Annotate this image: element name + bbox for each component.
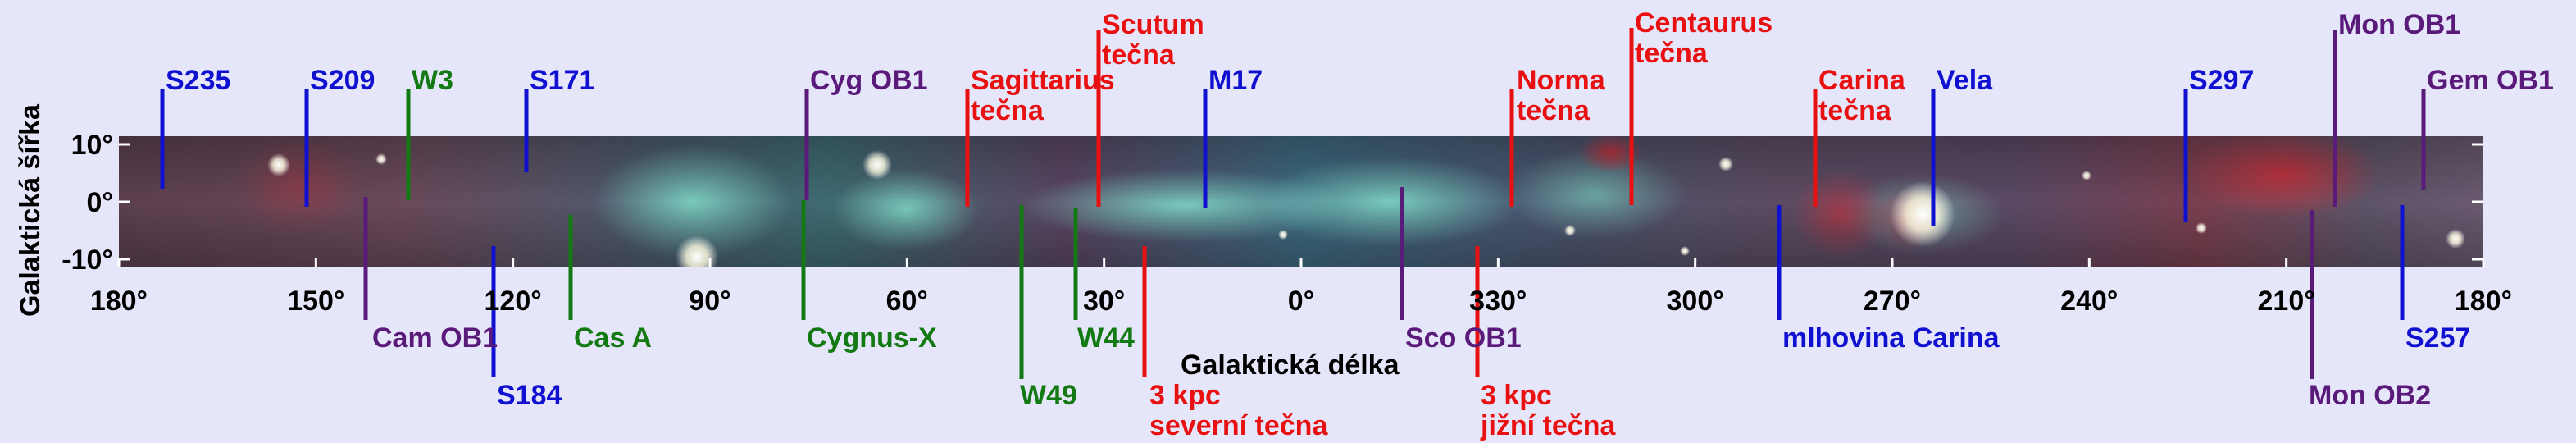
label-line: Vela [1937, 65, 1993, 96]
x-axis-label: Galaktická délka [1181, 349, 1400, 381]
label-m17: M17 [1208, 66, 1263, 96]
label-carina-nebula: mlhovina Carina [1782, 323, 2000, 354]
label-scutum: Scutum tečna [1102, 10, 1204, 71]
label-cygnus-x: Cygnus-X [807, 323, 937, 354]
label-cam-ob1: Cam OB1 [372, 323, 498, 354]
x-tick-label: 150° [287, 285, 344, 317]
x-tick-label: 120° [485, 285, 542, 317]
label-sco-ob1: Sco OB1 [1405, 323, 1522, 354]
x-tick-label: 0° [1288, 285, 1315, 317]
label-line: S184 [497, 380, 562, 411]
label-w49: W49 [1020, 381, 1077, 411]
label-line: Cam OB1 [372, 322, 498, 354]
label-line: Mon OB2 [2309, 380, 2432, 411]
label-line: W49 [1020, 380, 1077, 411]
label-line: 3 kpc [1149, 380, 1221, 411]
label-cas-a: Cas A [574, 323, 652, 354]
label-line: severní tečna [1149, 410, 1328, 441]
label-line: S209 [310, 65, 375, 96]
label-gem-ob1: Gem OB1 [2427, 66, 2554, 96]
label-line: Cas A [574, 322, 653, 354]
x-tick-label: 180° [2455, 285, 2512, 317]
marker-lines [160, 28, 2426, 379]
label-line: tečna [1818, 95, 1891, 126]
label-line: tečna [1517, 95, 1590, 126]
label-line: mlhovina Carina [1782, 322, 2000, 354]
label-kpc-north: 3 kpc severní tečna [1149, 381, 1327, 441]
y-tick-label: 0° [86, 187, 113, 218]
label-line: S257 [2405, 322, 2471, 354]
x-tick-label: 90° [689, 285, 730, 317]
label-line: Cygnus-X [807, 322, 937, 354]
label-s257: S257 [2405, 323, 2470, 354]
label-line: Sagittarius [971, 65, 1115, 96]
label-vela: Vela [1937, 66, 1992, 96]
label-line: W3 [412, 65, 453, 96]
label-line: S171 [530, 65, 595, 96]
label-line: Cyg OB1 [810, 65, 928, 96]
label-line: 3 kpc [1481, 380, 1552, 411]
label-s235: S235 [166, 66, 230, 96]
label-line: tečna [1102, 39, 1175, 71]
x-tick-label: 210° [2258, 285, 2315, 317]
axis-ticks [117, 143, 2485, 267]
y-tick-label: -10° [61, 244, 113, 276]
y-tick-label: 10° [71, 130, 113, 161]
x-tick-label: 270° [1864, 285, 1921, 317]
label-line: Norma [1517, 65, 1605, 96]
label-line: Gem OB1 [2427, 65, 2554, 96]
x-tick-labels: 180° 150° 120° 90° 60° 30° 0° 330° 300° 270° 240° 2… [90, 285, 2512, 317]
label-line: jižní tečna [1481, 410, 1616, 441]
label-line: Carina [1818, 65, 1905, 96]
label-s209: S209 [310, 66, 375, 96]
label-mon-ob1: Mon OB1 [2338, 10, 2460, 40]
x-tick-label: 180° [90, 285, 148, 317]
label-carina: Carina tečna [1818, 66, 1905, 126]
label-line: M17 [1208, 65, 1263, 96]
y-axis-label: Galaktická šířka [15, 103, 46, 317]
label-line: tečna [1635, 38, 1708, 69]
label-centaurus: Centaurus tečna [1635, 8, 1773, 69]
label-cyg-ob1: Cyg OB1 [810, 66, 928, 96]
label-w3: W3 [412, 66, 453, 96]
x-tick-label: 60° [886, 285, 928, 317]
x-tick-label: 300° [1667, 285, 1724, 317]
x-tick-label: 240° [2060, 285, 2118, 317]
label-line: W44 [1077, 322, 1135, 354]
label-s297: S297 [2189, 66, 2254, 96]
label-line: Sco OB1 [1405, 322, 1522, 354]
label-norma: Norma tečna [1517, 66, 1605, 126]
label-line: S235 [166, 65, 231, 96]
label-line: Mon OB1 [2338, 9, 2461, 40]
label-line: Centaurus [1635, 7, 1773, 39]
label-sagittarius: Sagittarius tečna [971, 66, 1115, 126]
label-mon-ob2: Mon OB2 [2309, 381, 2431, 411]
label-w44: W44 [1077, 323, 1135, 354]
label-line: S297 [2189, 65, 2255, 96]
label-kpc-south: 3 kpc jižní tečna [1481, 381, 1615, 441]
x-tick-label: 30° [1083, 285, 1125, 317]
y-tick-labels: 10° 0° -10° [61, 130, 113, 276]
x-tick-label: 330° [1469, 285, 1527, 317]
galactic-plane-panorama [119, 136, 2483, 267]
label-line: tečna [971, 95, 1044, 126]
label-line: Scutum [1102, 9, 1204, 40]
label-s171: S171 [530, 66, 594, 96]
label-s184: S184 [497, 381, 562, 411]
